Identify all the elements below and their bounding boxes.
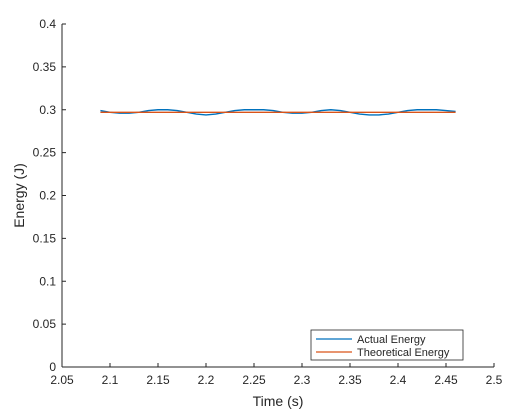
- legend-box: [310, 329, 464, 361]
- plot-area: [100, 109, 456, 116]
- legend: Actual Energy Theoretical Energy: [310, 329, 464, 361]
- x-tick-label: 2.35: [338, 373, 362, 387]
- x-tick-label: 2.5: [486, 373, 503, 387]
- y-tick-label: 0.4: [39, 17, 56, 31]
- x-axis-label: Time (s): [253, 393, 304, 409]
- y-tick-label: 0.1: [39, 274, 56, 288]
- legend-label-theoretical-energy: Theoretical Energy: [357, 347, 450, 359]
- legend-label-actual-energy: Actual Energy: [357, 334, 426, 346]
- x-tick-label: 2.25: [242, 373, 266, 387]
- y-tick-label: 0.2: [39, 189, 56, 203]
- x-tick-label: 2.1: [102, 373, 119, 387]
- y-tick-label: 0.3: [39, 103, 56, 117]
- x-tick-label: 2.45: [434, 373, 458, 387]
- x-tick-label: 2.05: [50, 373, 74, 387]
- y-tick-label: 0.05: [33, 317, 57, 331]
- y-tick-label: 0.35: [33, 60, 57, 74]
- x-tick-label: 2.3: [294, 373, 311, 387]
- y-tick-label: 0.25: [33, 146, 57, 160]
- x-tick-label: 2.15: [146, 373, 170, 387]
- x-tick-label: 2.2: [198, 373, 215, 387]
- y-tick-label: 0: [49, 360, 56, 374]
- x-tick-label: 2.4: [390, 373, 407, 387]
- axes: 2.05 2.1 2.15 2.2 2.25 2.3 2.35 2.4 2.45 2.5 0 0.05…: [33, 17, 503, 387]
- y-axis-label: Energy (J): [11, 163, 27, 228]
- y-tick-label: 0.15: [33, 231, 57, 245]
